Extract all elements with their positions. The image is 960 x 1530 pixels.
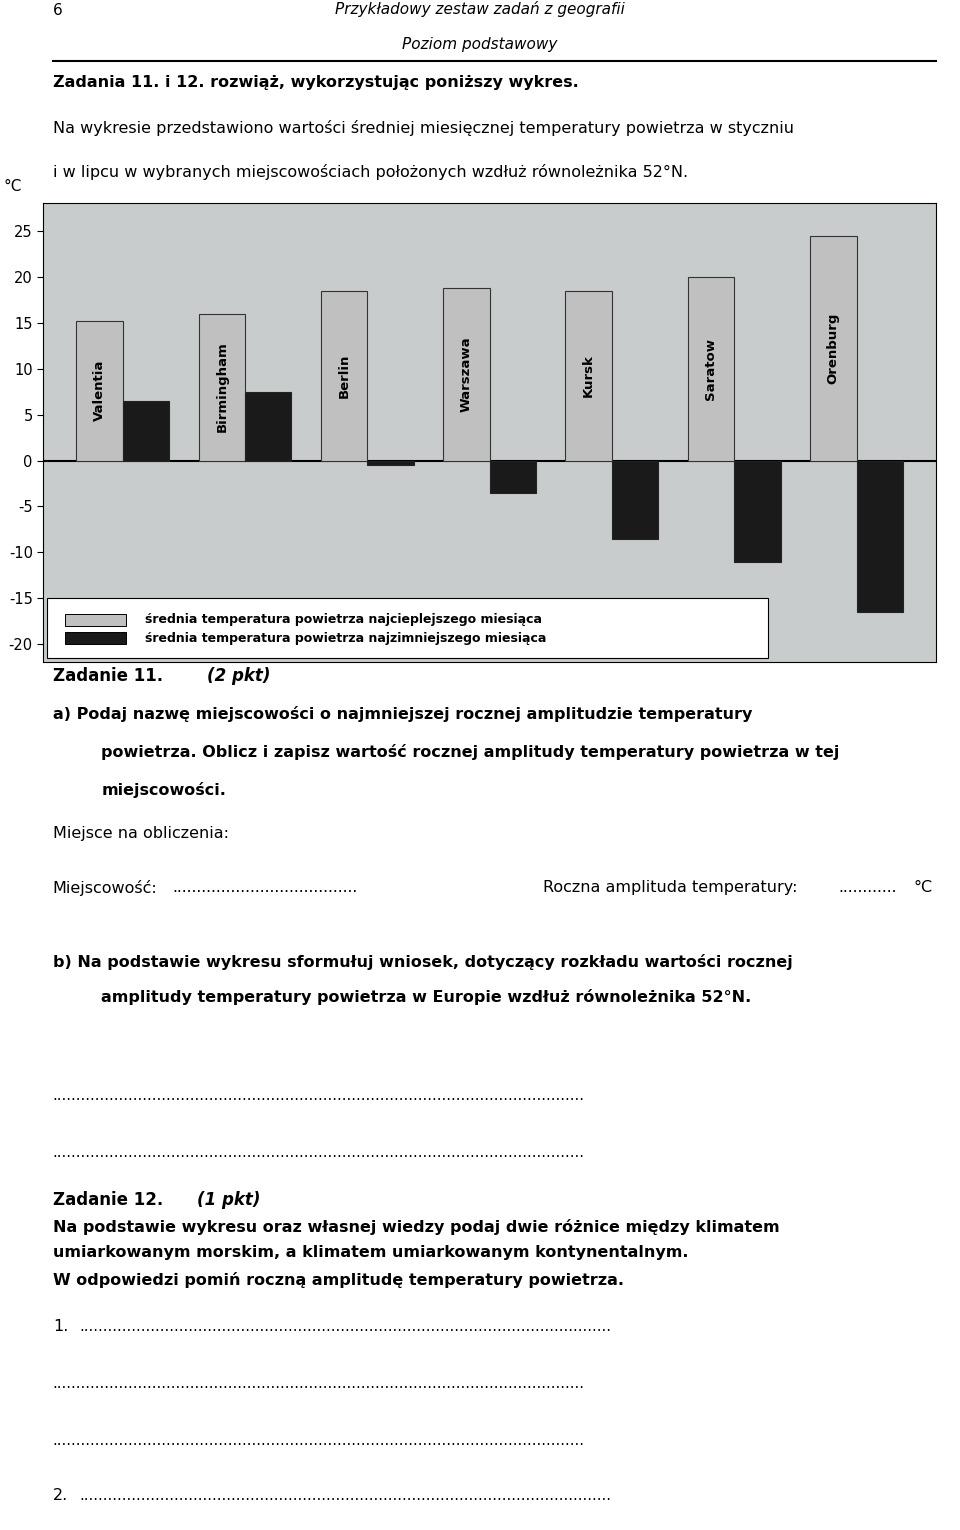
- Text: umiarkowanym morskim, a klimatem umiarkowanym kontynentalnym.: umiarkowanym morskim, a klimatem umiarko…: [53, 1245, 688, 1261]
- Bar: [490, 461, 536, 493]
- Text: i w lipcu w wybranych miejscowościach położonych wzdłuż równoleżnika 52°N.: i w lipcu w wybranych miejscowościach po…: [53, 164, 688, 181]
- Text: Zadanie 12.: Zadanie 12.: [53, 1190, 163, 1209]
- Text: Miejsce na obliczenia:: Miejsce na obliczenia:: [53, 826, 228, 842]
- Text: ......................................: ......................................: [172, 880, 357, 895]
- Bar: [687, 277, 734, 461]
- Text: miejscowości.: miejscowości.: [102, 782, 227, 799]
- Text: ............: ............: [839, 880, 898, 895]
- Text: Zadanie 11.: Zadanie 11.: [53, 667, 163, 685]
- Text: średnia temperatura powietrza najzimniejszego miesiąca: średnia temperatura powietrza najzimniej…: [145, 632, 546, 644]
- Bar: [123, 401, 169, 461]
- Text: Na podstawie wykresu oraz własnej wiedzy podaj dwie różnice między klimatem: Na podstawie wykresu oraz własnej wiedzy…: [53, 1219, 780, 1235]
- Bar: [245, 392, 292, 461]
- Bar: [47, 598, 768, 658]
- Text: amplitudy temperatury powietrza w Europie wzdłuż równoleżnika 52°N.: amplitudy temperatury powietrza w Europi…: [102, 990, 752, 1005]
- Text: Valentia: Valentia: [93, 360, 106, 421]
- Text: (1 pkt): (1 pkt): [197, 1190, 260, 1209]
- Bar: [565, 291, 612, 461]
- Text: (2 pkt): (2 pkt): [207, 667, 271, 685]
- Text: a) Podaj nazwę miejscowości o najmniejszej rocznej amplitudzie temperatury: a) Podaj nazwę miejscowości o najmniejsz…: [53, 705, 753, 722]
- Text: °C: °C: [3, 179, 21, 194]
- Text: Birmingham: Birmingham: [215, 341, 228, 433]
- Text: Orenburg: Orenburg: [827, 312, 840, 384]
- Text: 1.: 1.: [53, 1319, 68, 1334]
- Bar: [612, 461, 659, 539]
- Text: Na wykresie przedstawiono wartości średniej miesięcznej temperatury powietrza w : Na wykresie przedstawiono wartości średn…: [53, 121, 794, 136]
- Text: ................................................................................: ........................................…: [53, 1144, 585, 1160]
- Text: Warszawa: Warszawa: [460, 337, 473, 412]
- Text: 6: 6: [53, 3, 62, 18]
- Bar: [810, 236, 856, 461]
- Bar: [65, 614, 127, 626]
- Bar: [199, 314, 245, 461]
- Bar: [856, 461, 903, 612]
- Text: 2.: 2.: [53, 1487, 68, 1502]
- Text: ................................................................................: ........................................…: [53, 1432, 585, 1447]
- Text: Zadania 11. i 12. rozwiąż, wykorzystując poniższy wykres.: Zadania 11. i 12. rozwiąż, wykorzystując…: [53, 75, 579, 90]
- Text: W odpowiedzi pomiń roczną amplitudę temperatury powietrza.: W odpowiedzi pomiń roczną amplitudę temp…: [53, 1271, 624, 1288]
- Text: Saratow: Saratow: [705, 338, 717, 399]
- Text: ................................................................................: ........................................…: [80, 1319, 612, 1334]
- Bar: [321, 291, 368, 461]
- Text: powietrza. Oblicz i zapisz wartość rocznej amplitudy temperatury powietrza w tej: powietrza. Oblicz i zapisz wartość roczn…: [102, 744, 840, 760]
- Text: Kursk: Kursk: [582, 353, 595, 398]
- Text: Berlin: Berlin: [338, 353, 350, 398]
- Bar: [734, 461, 780, 562]
- Text: ................................................................................: ........................................…: [80, 1487, 612, 1502]
- Text: Miejscowość:: Miejscowość:: [53, 880, 157, 897]
- Text: średnia temperatura powietrza najcieplejszego miesiąca: średnia temperatura powietrza najcieplej…: [145, 614, 541, 626]
- Text: ................................................................................: ........................................…: [53, 1088, 585, 1103]
- Text: ................................................................................: ........................................…: [53, 1375, 585, 1391]
- Text: Poziom podstawowy: Poziom podstawowy: [402, 37, 558, 52]
- Bar: [444, 288, 490, 461]
- Bar: [65, 632, 127, 644]
- Text: Przykładowy zestaw zadań z geografii: Przykładowy zestaw zadań z geografii: [335, 2, 625, 17]
- Text: °C: °C: [913, 880, 932, 895]
- Text: b) Na podstawie wykresu sformułuj wniosek, dotyczący rozkładu wartości rocznej: b) Na podstawie wykresu sformułuj wniose…: [53, 953, 793, 970]
- Text: Roczna amplituda temperatury:: Roczna amplituda temperatury:: [543, 880, 798, 895]
- Bar: [368, 461, 414, 465]
- Bar: [76, 321, 123, 461]
